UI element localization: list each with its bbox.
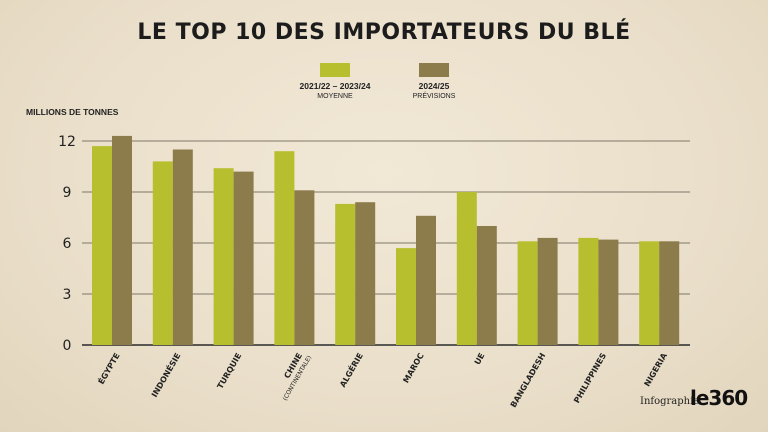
legend-label-average: 2021/22 – 2023/24 [299,81,371,91]
bar-average-6 [456,192,477,345]
bar-forecast-5 [416,215,436,345]
brand-logo: le360 [690,386,748,410]
bar-average-4 [335,203,356,345]
legend-sublabel-average: MOYENNE [317,93,353,100]
legend-sublabel-forecast: PRÉVISIONS [412,93,456,100]
legend-label-forecast: 2024/25 [418,81,450,91]
bar-forecast-6 [476,226,497,345]
legend-swatch-forecast [419,63,449,77]
x-tick-label-0: ÉGYPTE [95,351,122,386]
y-axis-label: MILLIONS DE TONNES [26,107,119,117]
bar-average-1 [152,161,173,345]
bar-forecast-4 [355,202,376,345]
chart-title: LE TOP 10 DES IMPORTATEURS DU BLÉ [137,20,631,45]
bar-forecast-0 [112,135,132,345]
legend-item-forecast: 2024/25 PRÉVISIONS [369,63,499,102]
bar-average-5 [396,248,416,345]
x-tick-label-9: NIGERIA [643,351,670,388]
bar-forecast-9 [659,241,680,345]
x-tick-label-7: BANGLADESH [509,352,547,410]
y-tick-label-3: 3 [63,287,72,303]
legend-swatch-average [320,63,350,77]
bar-forecast-7 [537,237,558,345]
credit-text: Infographie [640,396,700,407]
x-tick-label-5: MAROC [401,351,425,384]
x-tick-label-6: UE [473,352,487,367]
bar-forecast-8 [598,239,619,345]
y-tick-label-6: 6 [63,236,72,252]
bar-average-2 [213,168,234,345]
bar-average-8 [578,237,599,345]
x-tick-label-4: ALGÉRIE [336,351,364,389]
x-tick-label-8: PHILIPPINES [572,351,608,404]
y-tick-label-12: 12 [58,134,76,150]
bar-forecast-3 [294,190,315,345]
x-tick-label-1: INDONÉSIE [148,351,182,399]
bar-forecast-2 [233,171,254,345]
bar-average-7 [517,241,538,345]
bar-average-9 [639,241,660,345]
y-tick-label-0: 0 [63,338,72,354]
bar-forecast-1 [172,149,193,345]
bar-average-3 [274,151,295,345]
x-tick-label-2: TURQUIE [216,352,244,391]
y-tick-label-9: 9 [63,185,72,201]
legend-item-average: 2021/22 – 2023/24 MOYENNE [270,63,400,102]
bar-average-0 [92,146,112,345]
